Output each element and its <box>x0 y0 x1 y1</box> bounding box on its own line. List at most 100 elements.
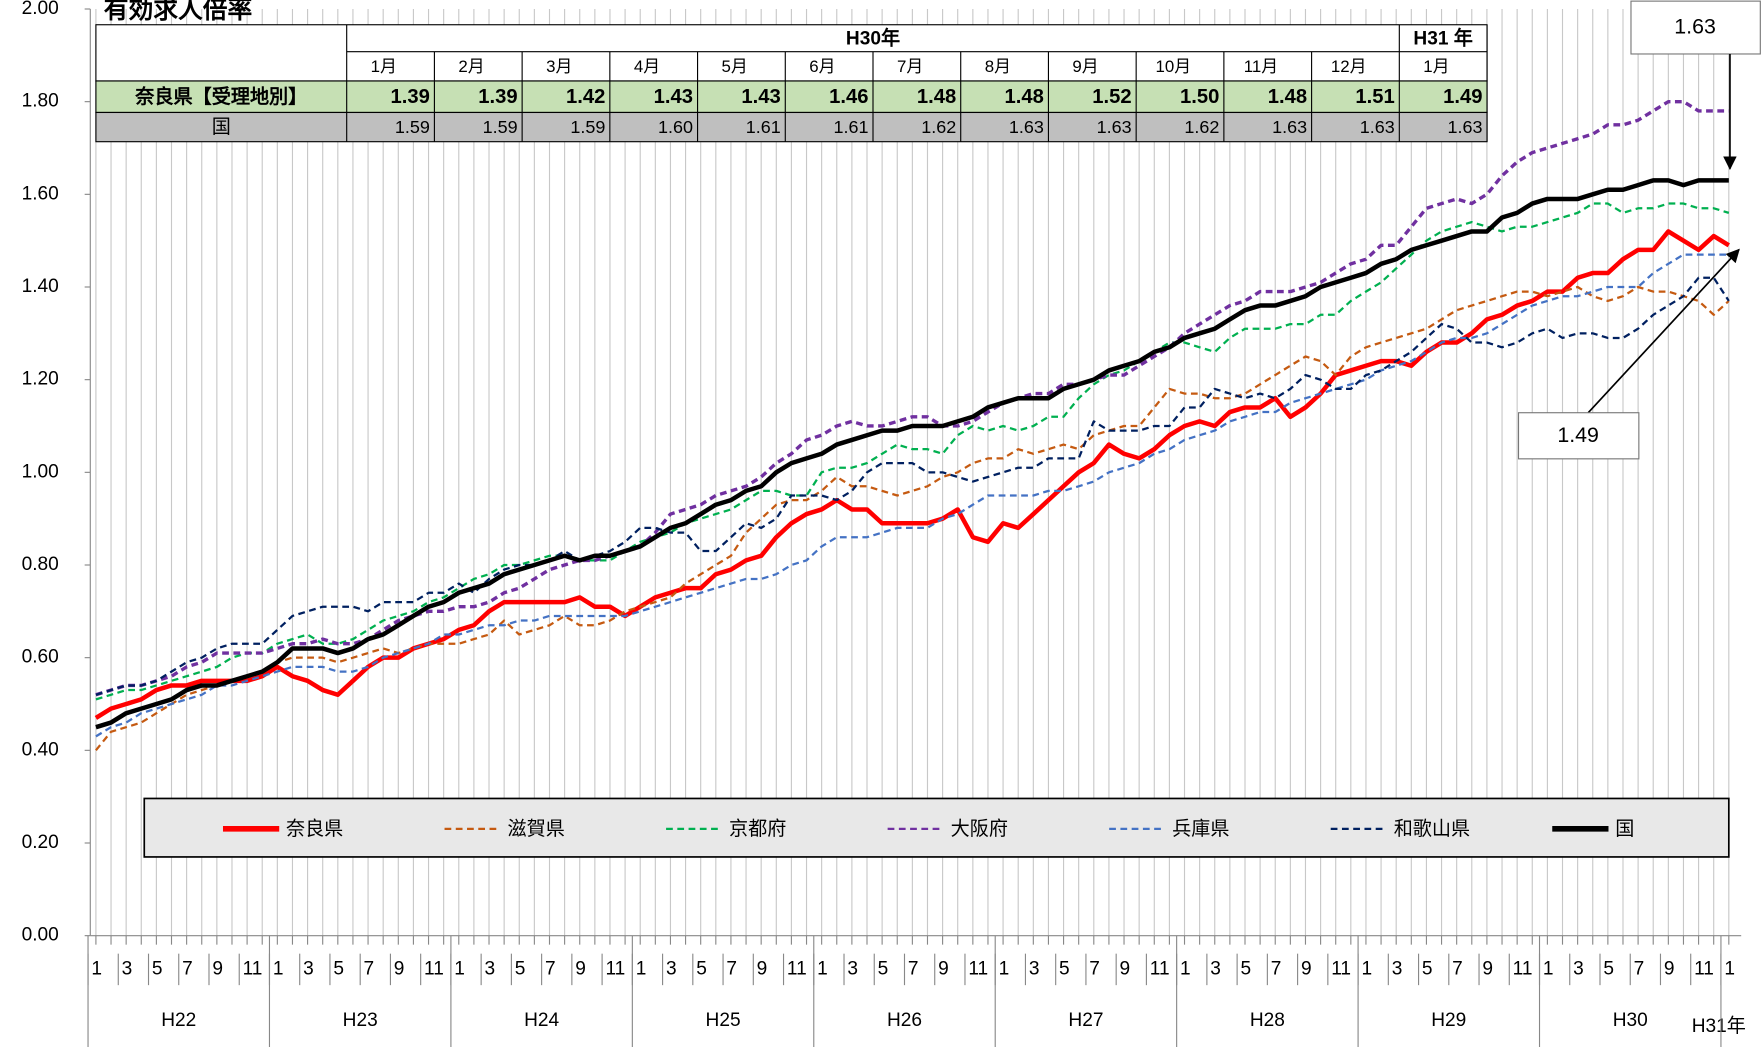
x-tick-label: 9 <box>1482 958 1493 979</box>
table-cell: 1.50 <box>1180 86 1219 108</box>
x-tick-label: 1 <box>636 958 647 979</box>
table-month: 4月 <box>634 57 660 76</box>
x-tick-label: 1 <box>454 958 465 979</box>
table-cell: 1.39 <box>391 86 430 108</box>
table-row-bg <box>95 80 1488 114</box>
year-label: H25 <box>706 1010 741 1031</box>
x-tick-label: 1 <box>91 958 102 979</box>
x-tick-label: 11 <box>968 958 988 979</box>
table-cell: 1.62 <box>1184 117 1219 137</box>
legend-label: 和歌山県 <box>1394 818 1470 840</box>
table-month: 2月 <box>458 57 484 76</box>
table-cell: 1.63 <box>1097 117 1132 137</box>
callout-box <box>1630 0 1761 55</box>
x-tick-label: 3 <box>1210 958 1221 979</box>
table-cell: 1.39 <box>478 86 517 108</box>
legend-label: 奈良県 <box>286 818 343 840</box>
x-tick-label: 1 <box>1724 958 1735 979</box>
x-tick-label: 5 <box>333 958 344 979</box>
x-tick-label: 11 <box>787 958 807 979</box>
x-tick-label: 9 <box>1664 958 1675 979</box>
table-cell: 1.61 <box>746 117 781 137</box>
table-month: 9月 <box>1072 57 1098 76</box>
table-month: 8月 <box>985 57 1011 76</box>
y-tick-label: 1.00 <box>22 461 59 482</box>
legend-label: 国 <box>1615 819 1634 840</box>
table-month: 1月 <box>1423 57 1449 76</box>
year-label: H23 <box>343 1010 378 1031</box>
table-year: H30年 <box>846 26 900 49</box>
table-cell: 1.61 <box>833 117 868 137</box>
x-tick-label: 7 <box>182 958 193 979</box>
x-tick-label: 7 <box>1452 958 1463 979</box>
y-tick-label: 0.80 <box>22 554 59 575</box>
y-tick-label: 0.60 <box>22 647 59 668</box>
x-tick-label: 7 <box>364 958 375 979</box>
x-tick-label: 3 <box>1573 958 1584 979</box>
x-tick-label: 5 <box>878 958 889 979</box>
x-tick-label: 11 <box>605 958 625 979</box>
x-tick-label: 7 <box>1271 958 1282 979</box>
callout-arrow <box>1587 248 1740 414</box>
table-cell: 1.63 <box>1360 117 1395 137</box>
x-tick-label: 7 <box>726 958 737 979</box>
table-row-name: 国 <box>212 117 231 138</box>
x-tick-label: 1 <box>817 958 828 979</box>
table-cell: 1.63 <box>1272 117 1307 137</box>
table-cell: 1.43 <box>741 86 780 108</box>
table-cell: 1.48 <box>917 86 956 108</box>
x-tick-label: 3 <box>303 958 314 979</box>
legend-box <box>143 797 1730 858</box>
table-cell: 1.59 <box>483 117 518 137</box>
table-cell: 1.60 <box>658 117 693 137</box>
series-line <box>95 253 1729 738</box>
x-tick-label: 3 <box>122 958 133 979</box>
x-tick-label: 3 <box>1392 958 1403 979</box>
x-tick-label: 1 <box>273 958 284 979</box>
y-tick-label: 1.20 <box>22 369 59 390</box>
year-label: H27 <box>1068 1010 1103 1031</box>
x-tick-label: 9 <box>757 958 768 979</box>
y-tick-label: 1.80 <box>22 91 59 112</box>
table-cell: 1.63 <box>1009 117 1044 137</box>
year-label: H26 <box>887 1010 922 1031</box>
x-tick-label: 5 <box>1240 958 1251 979</box>
x-tick-label: 11 <box>424 958 444 979</box>
y-tick-label: 1.60 <box>22 183 59 204</box>
x-tick-label: 5 <box>515 958 526 979</box>
x-tick-label: 3 <box>666 958 677 979</box>
year-label: H31年 <box>1692 1015 1746 1037</box>
x-tick-label: 1 <box>999 958 1010 979</box>
table-month: 6月 <box>809 57 835 76</box>
grid: 0.00 0.20 0.40 0.60 0.80 1.00 1.20 1.40 1.60 1.80… <box>22 0 1746 1047</box>
y-tick-label: 2.00 <box>22 0 59 19</box>
x-tick-label: 5 <box>696 958 707 979</box>
callout: 1.49 <box>1557 423 1599 447</box>
x-tick-label: 11 <box>1150 958 1170 979</box>
x-tick-label: 11 <box>1694 958 1714 979</box>
table-row-bg <box>95 111 1488 143</box>
year-label: H29 <box>1431 1010 1466 1031</box>
x-tick-label: 5 <box>152 958 163 979</box>
table-cell: 1.52 <box>1092 86 1131 108</box>
table-cell: 1.59 <box>395 117 430 137</box>
year-label: H24 <box>524 1010 559 1031</box>
year-label: H28 <box>1250 1010 1285 1031</box>
table-cell: 1.63 <box>1448 117 1483 137</box>
table-month: 7月 <box>897 57 923 76</box>
series-line <box>95 285 1730 752</box>
x-tick-label: 9 <box>938 958 949 979</box>
year-label: H22 <box>161 1010 196 1031</box>
callout: 1.63 <box>1674 15 1716 39</box>
table-cell: 1.48 <box>1005 86 1044 108</box>
chart-title: 有効求人倍率 <box>104 0 252 24</box>
legend-label: 京都府 <box>729 818 786 840</box>
legend-label: 滋賀県 <box>508 818 565 840</box>
x-tick-label: 9 <box>212 958 223 979</box>
x-tick-label: 1 <box>1180 958 1191 979</box>
legend-label: 兵庫県 <box>1172 818 1229 840</box>
x-tick-label: 9 <box>1120 958 1131 979</box>
x-tick-label: 7 <box>1634 958 1645 979</box>
y-tick-label: 0.40 <box>22 739 59 760</box>
